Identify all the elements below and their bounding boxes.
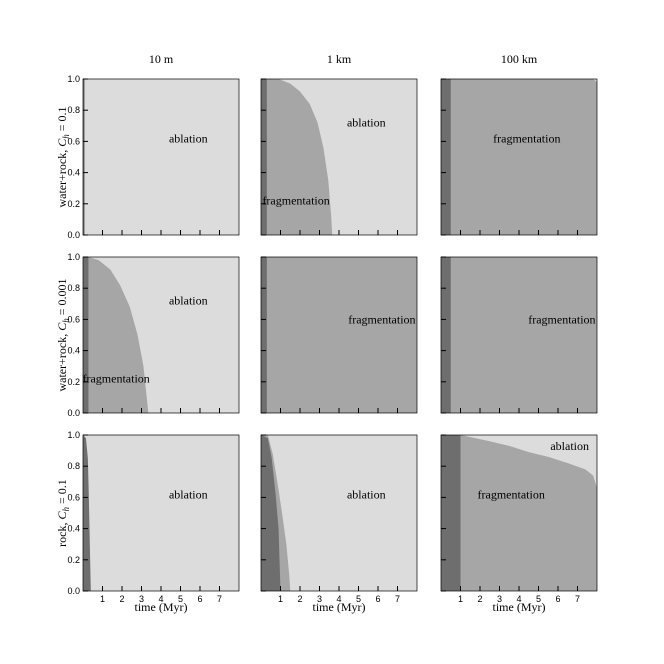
- region-label: ablation: [347, 487, 386, 501]
- column-title-1: 1 km: [327, 52, 352, 66]
- region-label: fragmentation: [528, 312, 595, 326]
- y-tick-label: 0.6: [67, 136, 80, 146]
- y-tick-label: 0.0: [67, 230, 80, 240]
- region-label: fragmentation: [348, 312, 415, 326]
- panel-r1-c2: fragmentation: [440, 256, 598, 414]
- region-label: fragmentation: [478, 487, 545, 501]
- y-tick-label: 0.0: [67, 586, 80, 596]
- panel-r0-c2: fragmentation: [440, 78, 598, 236]
- y-tick-label: 0.2: [67, 377, 80, 387]
- x-axis-label: time (Myr): [493, 600, 546, 614]
- x-tick-label: 7: [575, 594, 580, 604]
- row-labels: water+rock, Ch = 0.1 water+rock, Ch = 0.0…: [55, 106, 71, 546]
- panel-r2-c2: 1 2 3 4 5 6 7 ablation fragmentation time (Myr): [440, 434, 598, 614]
- x-tick-label: 7: [395, 594, 400, 604]
- x-tick-label: 4: [158, 594, 163, 604]
- y-tick-label: 1.0: [67, 430, 80, 440]
- x-tick-label: 2: [477, 594, 482, 604]
- fragmentation-region: [83, 257, 149, 413]
- dark-band: [83, 257, 89, 413]
- x-tick-label: 1: [100, 594, 105, 604]
- x-tick-label: 5: [178, 594, 183, 604]
- y-tick-label: 0.2: [67, 555, 80, 565]
- panel-r1-c0: 0.0 0.2 0.4 0.6 0.8 1.0 ablation fragmentation: [67, 252, 240, 418]
- row-label-0: water+rock, Ch = 0.1: [55, 106, 71, 207]
- dark-band: [261, 435, 281, 591]
- ablation-region: [83, 79, 239, 235]
- region-label: ablation: [169, 131, 208, 145]
- dark-band: [261, 257, 267, 413]
- y-tick-label: 0.4: [67, 168, 80, 178]
- dark-band: [83, 435, 91, 591]
- fragmentation-region: [441, 257, 597, 413]
- x-tick-label: 6: [555, 594, 560, 604]
- dark-band: [83, 79, 85, 235]
- x-tick-label: 4: [516, 594, 521, 604]
- panel-r1-c1: fragmentation: [260, 256, 418, 414]
- x-axis-label: time (Myr): [313, 600, 366, 614]
- panel-r2-c1: 1 2 3 4 5 6 7 ablation time (Myr): [260, 434, 418, 614]
- panel-r0-c0: 0.0 0.2 0.4 0.6 0.8 1.0 ablation: [67, 74, 240, 240]
- column-titles: 10 m 1 km 100 km: [149, 52, 538, 66]
- y-tick-label: 0.0: [67, 408, 80, 418]
- ablation-region: [83, 435, 239, 591]
- fragmentation-region: [441, 435, 597, 591]
- x-tick-label: 3: [497, 594, 502, 604]
- x-tick-label: 2: [119, 594, 124, 604]
- dark-band: [441, 435, 461, 591]
- column-title-0: 10 m: [149, 52, 174, 66]
- x-tick-label: 1: [458, 594, 463, 604]
- y-tick-label: 0.4: [67, 346, 80, 356]
- y-tick-label: 0.6: [67, 314, 80, 324]
- dark-band: [441, 79, 451, 235]
- dark-band: [441, 257, 451, 413]
- region-label: ablation: [347, 116, 386, 130]
- panel-r0-c1: ablation fragmentation: [260, 78, 418, 236]
- x-tick-label: 2: [297, 594, 302, 604]
- x-tick-label: 7: [217, 594, 222, 604]
- region-label: fragmentation: [493, 131, 560, 145]
- x-tick-label: 4: [336, 594, 341, 604]
- x-tick-label: 3: [317, 594, 322, 604]
- y-tick-label: 0.8: [67, 105, 80, 115]
- x-tick-label: 5: [356, 594, 361, 604]
- row-label-1: water+rock, Ch = 0.001: [55, 278, 71, 391]
- region-label: ablation: [550, 439, 589, 453]
- x-tick-label: 3: [139, 594, 144, 604]
- region-label: ablation: [169, 294, 208, 308]
- region-label: ablation: [169, 487, 208, 501]
- x-axis-label: time (Myr): [135, 600, 188, 614]
- dark-band: [261, 79, 267, 235]
- y-tick-label: 0.8: [67, 283, 80, 293]
- y-tick-label: 1.0: [67, 252, 80, 262]
- y-tick-label: 0.6: [67, 492, 80, 502]
- fragmentation-region: [261, 257, 417, 413]
- y-tick-label: 0.4: [67, 524, 80, 534]
- region-label: fragmentation: [262, 194, 329, 208]
- fragmentation-region: [441, 79, 597, 235]
- x-tick-label: 6: [197, 594, 202, 604]
- panels: 0.0 0.2 0.4 0.6 0.8 1.0 ablation ablation fragme…: [67, 74, 598, 614]
- y-tick-label: 0.8: [67, 461, 80, 471]
- region-label: fragmentation: [82, 372, 149, 386]
- x-tick-label: 6: [375, 594, 380, 604]
- y-tick-label: 1.0: [67, 74, 80, 84]
- column-title-2: 100 km: [501, 52, 538, 66]
- x-tick-label: 5: [536, 594, 541, 604]
- row-label-2: rock, Ch = 0.1: [55, 479, 71, 547]
- y-tick-label: 0.2: [67, 199, 80, 209]
- panel-r2-c0: 1 2 3 4 5 6 7 0.0 0.2 0.4 0.6 0.8 1.0 ablation time (M…: [67, 430, 240, 614]
- x-tick-label: 1: [278, 594, 283, 604]
- fragmentation-region: [261, 79, 333, 235]
